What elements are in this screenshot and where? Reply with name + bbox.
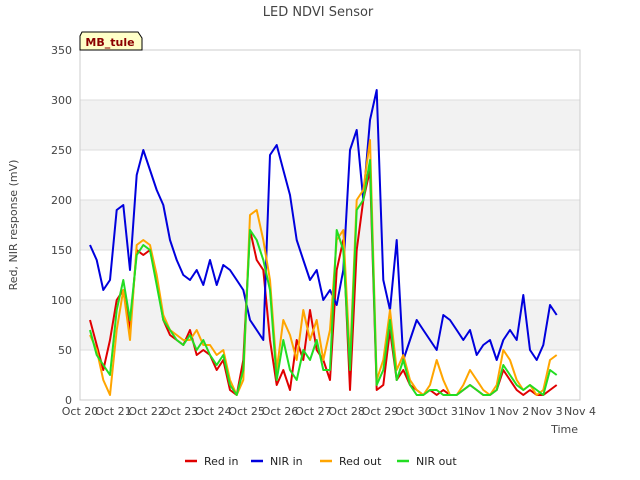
x-tick-label: Oct 21 [95, 405, 132, 418]
site-badge-shape [79, 31, 143, 51]
plot-band [80, 100, 580, 150]
x-tick-label: Oct 28 [328, 405, 365, 418]
x-tick-label: Nov 1 [464, 405, 496, 418]
y-tick-label: 300 [51, 94, 72, 107]
y-tick-label: 100 [51, 294, 72, 307]
x-tick-label: Oct 23 [162, 405, 199, 418]
y-tick-label: 150 [51, 244, 72, 257]
chart-title: LED NDVI Sensor [263, 5, 374, 20]
series-line-nir-in [89, 89, 558, 361]
x-tick-label: Nov 3 [531, 405, 563, 418]
y-tick-label: 350 [51, 44, 72, 57]
x-axis-label: Time [550, 423, 578, 436]
x-tick-label: Oct 30 [395, 405, 432, 418]
x-tick-label: Oct 29 [362, 405, 399, 418]
site-badge: MB_tule [79, 31, 143, 51]
y-tick-label: 200 [51, 194, 72, 207]
plot-band [80, 200, 580, 250]
legend-label-nir-out: NIR out [416, 455, 457, 468]
x-tick-label: Oct 27 [295, 405, 332, 418]
y-tick-label: 50 [58, 344, 72, 357]
x-tick-label: Oct 25 [228, 405, 265, 418]
y-axis-ticks: 0 50 100 150 200 250 300 350 [51, 44, 72, 407]
legend-label-nir-in: NIR in [270, 455, 303, 468]
legend-label-red-in: Red in [204, 455, 238, 468]
x-tick-label: Oct 26 [262, 405, 299, 418]
series-line-nir-out [89, 159, 558, 396]
legend-label-red-out: Red out [339, 455, 382, 468]
series-lines [89, 89, 558, 396]
x-tick-label: Oct 20 [62, 405, 99, 418]
x-tick-label: Oct 31 [428, 405, 465, 418]
site-badge-label: MB_tule [85, 36, 134, 49]
x-tick-label: Nov 4 [564, 405, 596, 418]
plot-area-border [79, 49, 581, 401]
x-tick-label: Oct 24 [195, 405, 232, 418]
x-tick-label: Nov 2 [497, 405, 529, 418]
legend: Red in NIR in Red out NIR out [185, 455, 457, 468]
plot-background-bands [80, 100, 580, 350]
x-tick-label: Oct 22 [128, 405, 165, 418]
y-tick-label: 250 [51, 144, 72, 157]
y-axis-label: Red, NIR response (mV) [7, 160, 20, 291]
y-tick-label: 0 [65, 394, 72, 407]
